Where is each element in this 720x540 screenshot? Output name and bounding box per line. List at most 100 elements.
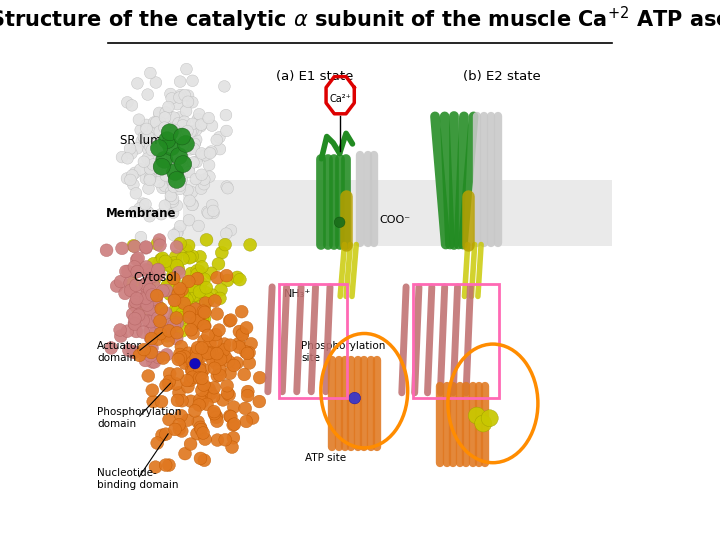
Circle shape (171, 303, 184, 316)
Circle shape (114, 323, 127, 336)
Circle shape (179, 309, 192, 322)
Circle shape (202, 329, 215, 342)
Circle shape (186, 199, 199, 211)
Circle shape (197, 305, 210, 318)
Circle shape (243, 346, 256, 359)
Circle shape (142, 315, 155, 327)
Circle shape (173, 117, 184, 129)
Circle shape (243, 356, 256, 369)
Circle shape (203, 159, 215, 171)
Circle shape (151, 238, 163, 251)
Circle shape (196, 261, 208, 273)
Circle shape (144, 343, 156, 356)
Circle shape (148, 117, 161, 128)
Circle shape (186, 250, 199, 262)
Circle shape (198, 320, 211, 333)
Circle shape (140, 138, 151, 150)
Circle shape (127, 170, 138, 181)
Circle shape (173, 179, 185, 190)
Circle shape (220, 125, 233, 137)
Circle shape (196, 396, 209, 408)
Circle shape (214, 353, 227, 366)
Circle shape (191, 427, 204, 440)
Circle shape (196, 395, 208, 408)
Text: (b) E2 state: (b) E2 state (463, 70, 541, 83)
Circle shape (204, 267, 217, 280)
Circle shape (165, 162, 177, 173)
Circle shape (147, 395, 160, 408)
Circle shape (223, 410, 236, 422)
Circle shape (139, 354, 152, 367)
Circle shape (151, 264, 164, 277)
Circle shape (133, 114, 145, 125)
Circle shape (174, 183, 186, 195)
Circle shape (165, 260, 178, 273)
Circle shape (161, 259, 174, 272)
Circle shape (194, 393, 207, 406)
Circle shape (160, 281, 173, 294)
Circle shape (153, 129, 165, 140)
Circle shape (190, 355, 203, 367)
Circle shape (153, 169, 166, 180)
Circle shape (171, 368, 184, 380)
Circle shape (210, 415, 223, 428)
Circle shape (147, 123, 159, 135)
Circle shape (186, 371, 199, 383)
Circle shape (171, 98, 183, 110)
Circle shape (161, 329, 174, 342)
Circle shape (184, 323, 197, 336)
Circle shape (183, 356, 196, 368)
Circle shape (225, 225, 237, 236)
Circle shape (150, 289, 163, 302)
Circle shape (145, 315, 158, 328)
Circle shape (142, 89, 153, 100)
Circle shape (194, 452, 207, 465)
Circle shape (168, 127, 180, 138)
Circle shape (172, 119, 184, 131)
Circle shape (176, 284, 189, 297)
Circle shape (140, 241, 153, 254)
Circle shape (175, 425, 188, 437)
Circle shape (204, 387, 217, 400)
Circle shape (143, 295, 156, 307)
Circle shape (176, 252, 189, 265)
Circle shape (165, 190, 177, 202)
Circle shape (144, 140, 156, 152)
Circle shape (163, 139, 180, 156)
Circle shape (145, 346, 158, 359)
Circle shape (166, 164, 184, 180)
Circle shape (153, 147, 165, 159)
Circle shape (193, 363, 206, 376)
Circle shape (172, 137, 184, 148)
Circle shape (175, 89, 186, 101)
Circle shape (150, 117, 162, 128)
Circle shape (197, 334, 210, 347)
Circle shape (148, 355, 161, 368)
Circle shape (170, 315, 183, 327)
Circle shape (170, 312, 183, 325)
Circle shape (186, 125, 198, 137)
Circle shape (196, 169, 207, 180)
Circle shape (154, 318, 167, 331)
Circle shape (137, 198, 149, 210)
Circle shape (122, 344, 135, 357)
Circle shape (158, 316, 171, 329)
Circle shape (179, 357, 192, 369)
Circle shape (150, 140, 168, 157)
Circle shape (194, 109, 205, 120)
Circle shape (163, 323, 176, 335)
Circle shape (192, 113, 204, 125)
Circle shape (243, 239, 256, 251)
Circle shape (170, 241, 183, 253)
Circle shape (191, 272, 204, 285)
Circle shape (179, 307, 192, 319)
Circle shape (145, 67, 156, 79)
Circle shape (180, 244, 193, 256)
Circle shape (132, 252, 145, 265)
Circle shape (142, 369, 155, 382)
Circle shape (189, 404, 202, 417)
Circle shape (182, 347, 195, 360)
Circle shape (220, 269, 233, 282)
Circle shape (142, 153, 153, 164)
Circle shape (168, 229, 179, 241)
